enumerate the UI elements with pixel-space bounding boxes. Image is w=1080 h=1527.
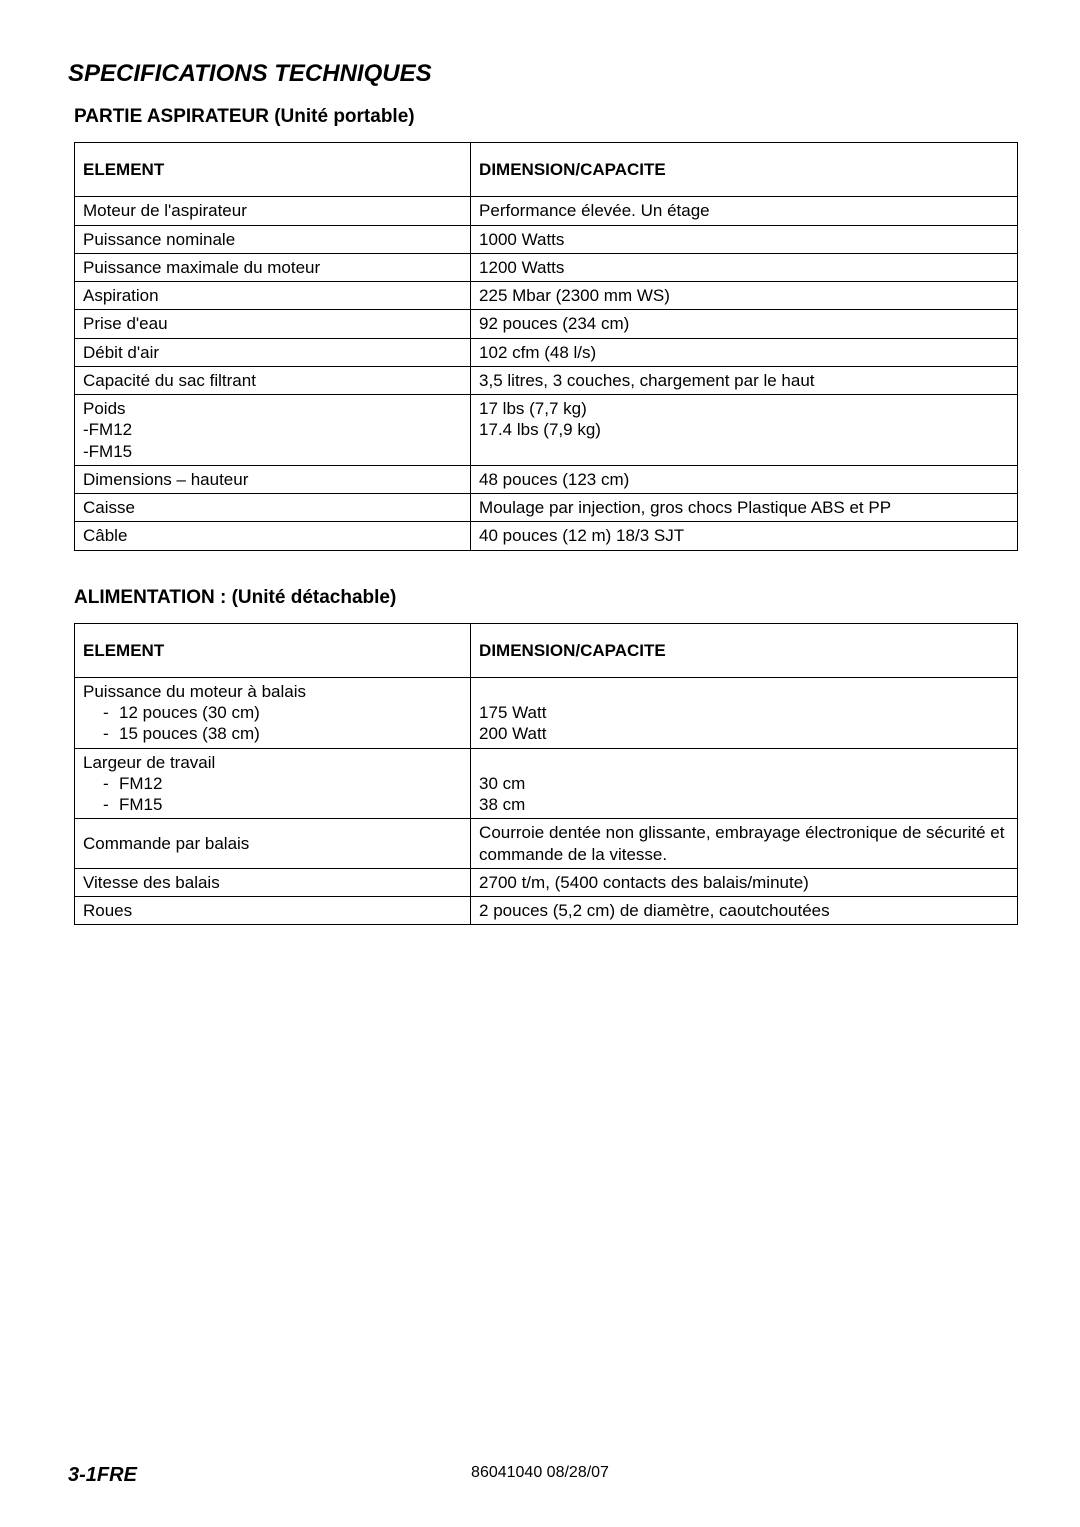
sub-item: FM12 <box>83 773 462 794</box>
sub-item: 12 pouces (30 cm) <box>83 702 462 723</box>
footer-doc-ref: 86041040 08/28/07 <box>471 1464 609 1482</box>
section1-title: PARTIE ASPIRATEUR (Unité portable) <box>74 106 1012 128</box>
cell-element: Capacité du sac filtrant <box>75 366 471 394</box>
multi-line: -FM15 <box>83 441 462 462</box>
multi-line: -FM12 <box>83 419 462 440</box>
section2-title: ALIMENTATION : (Unité détachable) <box>74 587 1012 609</box>
table-row: Puissance du moteur à balais 12 pouces (… <box>75 677 1018 748</box>
cell-element: Puissance du moteur à balais 12 pouces (… <box>75 677 471 748</box>
cell-dimension: 17 lbs (7,7 kg) 17.4 lbs (7,9 kg) <box>471 395 1018 466</box>
header-element: ELEMENT <box>75 143 471 197</box>
cell-dimension: 175 Watt 200 Watt <box>471 677 1018 748</box>
table-row: Capacité du sac filtrant 3,5 litres, 3 c… <box>75 366 1018 394</box>
cell-element: Largeur de travail FM12 FM15 <box>75 748 471 819</box>
cell-element: Vitesse des balais <box>75 868 471 896</box>
multi-line: 175 Watt <box>479 702 1009 723</box>
table-header-row: ELEMENT DIMENSION/CAPACITE <box>75 143 1018 197</box>
cell-element: Poids -FM12 -FM15 <box>75 395 471 466</box>
footer-page-ref: 3-1FRE <box>68 1464 137 1487</box>
table-row: Caisse Moulage par injection, gros chocs… <box>75 494 1018 522</box>
cell-element: Câble <box>75 522 471 550</box>
multi-line: 17 lbs (7,7 kg) <box>479 398 1009 419</box>
table-row: Largeur de travail FM12 FM15 30 cm 38 cm <box>75 748 1018 819</box>
table-row: Dimensions – hauteur 48 pouces (123 cm) <box>75 465 1018 493</box>
cell-dimension: Courroie dentée non glissante, embrayage… <box>471 819 1018 869</box>
table-row: Débit d'air 102 cfm (48 l/s) <box>75 338 1018 366</box>
cell-dimension: 102 cfm (48 l/s) <box>471 338 1018 366</box>
cell-element: Roues <box>75 897 471 925</box>
header-element: ELEMENT <box>75 623 471 677</box>
cell-dimension: 92 pouces (234 cm) <box>471 310 1018 338</box>
multi-line: 200 Watt <box>479 723 1009 744</box>
table-row: Puissance nominale 1000 Watts <box>75 225 1018 253</box>
multi-line-main <box>479 752 1009 773</box>
cell-dimension: 2 pouces (5,2 cm) de diamètre, caoutchou… <box>471 897 1018 925</box>
table-row: Câble 40 pouces (12 m) 18/3 SJT <box>75 522 1018 550</box>
cell-element: Moteur de l'aspirateur <box>75 197 471 225</box>
cell-element: Caisse <box>75 494 471 522</box>
multi-line: 17.4 lbs (7,9 kg) <box>479 419 1009 440</box>
cell-dimension: 1000 Watts <box>471 225 1018 253</box>
cell-element: Prise d'eau <box>75 310 471 338</box>
footer: 3-1FRE 86041040 08/28/07 <box>68 1464 1012 1487</box>
cell-dimension: 48 pouces (123 cm) <box>471 465 1018 493</box>
header-dimension: DIMENSION/CAPACITE <box>471 143 1018 197</box>
cell-dimension: 1200 Watts <box>471 253 1018 281</box>
table-row: Commande par balais Courroie dentée non … <box>75 819 1018 869</box>
cell-element: Puissance maximale du moteur <box>75 253 471 281</box>
table-row: Puissance maximale du moteur 1200 Watts <box>75 253 1018 281</box>
multi-line-main <box>479 681 1009 702</box>
cell-dimension: 225 Mbar (2300 mm WS) <box>471 282 1018 310</box>
cell-dimension: Performance élevée. Un étage <box>471 197 1018 225</box>
header-dimension: DIMENSION/CAPACITE <box>471 623 1018 677</box>
sub-item: FM15 <box>83 794 462 815</box>
cell-element: Aspiration <box>75 282 471 310</box>
multi-line-main: Largeur de travail <box>83 752 462 773</box>
cell-element: Commande par balais <box>75 819 471 869</box>
cell-dimension: 3,5 litres, 3 couches, chargement par le… <box>471 366 1018 394</box>
cell-dimension: 2700 t/m, (5400 contacts des balais/minu… <box>471 868 1018 896</box>
cell-element: Puissance nominale <box>75 225 471 253</box>
cell-dimension: 40 pouces (12 m) 18/3 SJT <box>471 522 1018 550</box>
table-row: Prise d'eau 92 pouces (234 cm) <box>75 310 1018 338</box>
multi-line: Poids <box>83 398 462 419</box>
cell-dimension: Moulage par injection, gros chocs Plasti… <box>471 494 1018 522</box>
table-row: Vitesse des balais 2700 t/m, (5400 conta… <box>75 868 1018 896</box>
cell-element: Débit d'air <box>75 338 471 366</box>
multi-line: 38 cm <box>479 794 1009 815</box>
table-row: Aspiration 225 Mbar (2300 mm WS) <box>75 282 1018 310</box>
page-title: SPECIFICATIONS TECHNIQUES <box>68 60 1012 88</box>
table-header-row: ELEMENT DIMENSION/CAPACITE <box>75 623 1018 677</box>
sub-item: 15 pouces (38 cm) <box>83 723 462 744</box>
table-alimentation: ELEMENT DIMENSION/CAPACITE Puissance du … <box>74 623 1018 926</box>
cell-dimension: 30 cm 38 cm <box>471 748 1018 819</box>
table-row: Roues 2 pouces (5,2 cm) de diamètre, cao… <box>75 897 1018 925</box>
table-row: Poids -FM12 -FM15 17 lbs (7,7 kg) 17.4 l… <box>75 395 1018 466</box>
table-aspirateur: ELEMENT DIMENSION/CAPACITE Moteur de l'a… <box>74 142 1018 551</box>
multi-line-main: Puissance du moteur à balais <box>83 681 462 702</box>
table-row: Moteur de l'aspirateur Performance élevé… <box>75 197 1018 225</box>
multi-line: 30 cm <box>479 773 1009 794</box>
cell-element: Dimensions – hauteur <box>75 465 471 493</box>
